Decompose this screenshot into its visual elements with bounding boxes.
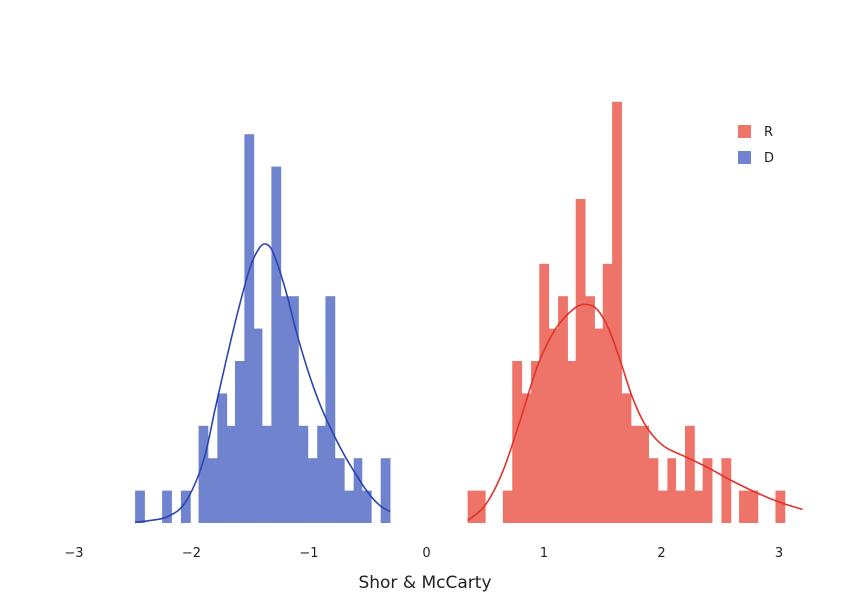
bar-r-26 [739, 490, 749, 523]
bar-d-10 [262, 425, 272, 523]
bar-r-4 [521, 393, 532, 523]
bar-r-14 [612, 101, 622, 524]
bar-d-16 [317, 425, 326, 523]
bar-r-18 [648, 458, 659, 523]
bar-r-21 [675, 490, 686, 523]
bar-r-19 [657, 490, 668, 523]
bar-r-17 [639, 425, 649, 523]
x-tick-label-6: 3 [775, 546, 783, 561]
bar-d-2 [180, 490, 191, 523]
bar-r-8 [558, 296, 568, 523]
x-axis-title: Shor & McCarty [358, 573, 491, 593]
x-tick-label-5: 2 [657, 546, 665, 561]
bar-r-7 [548, 328, 559, 523]
bar-r-5 [531, 361, 540, 523]
legend-label-r: R [764, 125, 773, 140]
bar-d-5 [217, 393, 228, 523]
bar-r-9 [567, 361, 577, 523]
bar-r-20 [667, 458, 677, 523]
bar-r-3 [512, 361, 523, 523]
bar-r-15 [621, 393, 632, 523]
x-tick-label-3: 0 [422, 546, 430, 561]
density-curve-r [467, 303, 803, 522]
bar-r-2 [502, 490, 513, 523]
legend-item-d[interactable]: D [738, 151, 774, 166]
bar-r-12 [594, 328, 604, 523]
bar-r-16 [630, 425, 640, 523]
bar-d-3 [198, 425, 209, 523]
bar-d-15 [307, 458, 318, 523]
x-tick-label-1: −2 [182, 546, 201, 561]
bar-d-21 [361, 490, 372, 523]
legend: RD [738, 125, 774, 166]
bar-r-24 [702, 458, 713, 523]
bar-d-8 [244, 134, 255, 523]
bar-r-28 [775, 490, 786, 523]
legend-swatch-r [738, 125, 751, 138]
legend-label-d: D [764, 151, 774, 166]
x-tick-label-2: −1 [299, 546, 318, 561]
x-tick-label-0: −3 [64, 546, 83, 561]
density-curve-d [135, 243, 391, 524]
bar-d-13 [290, 296, 299, 523]
bar-r-11 [585, 296, 595, 523]
bar-r-25 [721, 458, 732, 523]
bar-d-4 [207, 458, 218, 523]
x-axis-ticks: −3 −2 −1 0 1 2 3 [64, 546, 783, 561]
bar-d-20 [353, 458, 363, 523]
bar-r-0 [467, 490, 478, 523]
bar-d-1 [162, 490, 172, 523]
legend-item-r[interactable]: R [738, 125, 773, 140]
bar-r-23 [694, 490, 704, 523]
bar-d-9 [253, 328, 263, 523]
bar-d-6 [226, 425, 236, 523]
bar-r-13 [602, 263, 613, 523]
bar-d-17 [325, 296, 336, 523]
bar-r-10 [575, 199, 586, 523]
x-tick-label-4: 1 [540, 546, 548, 561]
bar-r-27 [748, 490, 759, 523]
bar-d-7 [234, 361, 245, 523]
bar-d-14 [298, 425, 309, 523]
bar-d-11 [271, 166, 282, 523]
bar-r-1 [477, 490, 486, 523]
legend-swatch-d [738, 151, 751, 164]
bar-r-22 [685, 425, 695, 523]
bar-r-6 [539, 263, 550, 523]
bar-d-12 [280, 296, 291, 523]
histogram-bars [135, 101, 786, 524]
bar-d-18 [334, 458, 345, 523]
bar-d-0 [135, 490, 145, 523]
bar-d-22 [380, 458, 391, 523]
density-curves [135, 243, 803, 524]
bar-d-19 [344, 490, 355, 523]
